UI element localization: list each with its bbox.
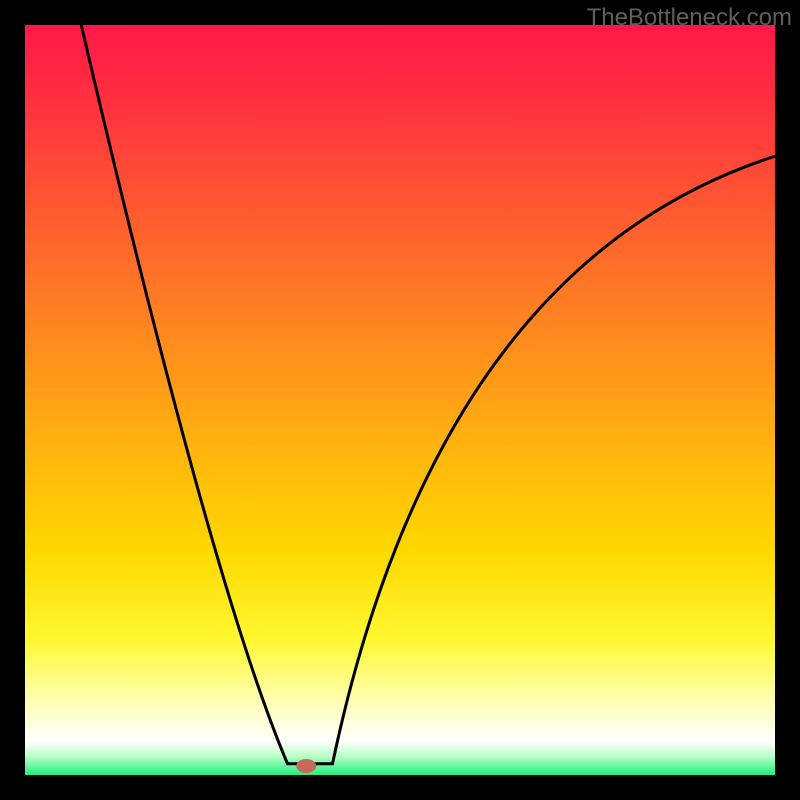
bottleneck-chart [0,0,800,800]
chart-stage: TheBottleneck.com [0,0,800,800]
optimal-point-marker [296,759,316,773]
plot-background [25,25,775,775]
watermark-text: TheBottleneck.com [587,4,792,32]
